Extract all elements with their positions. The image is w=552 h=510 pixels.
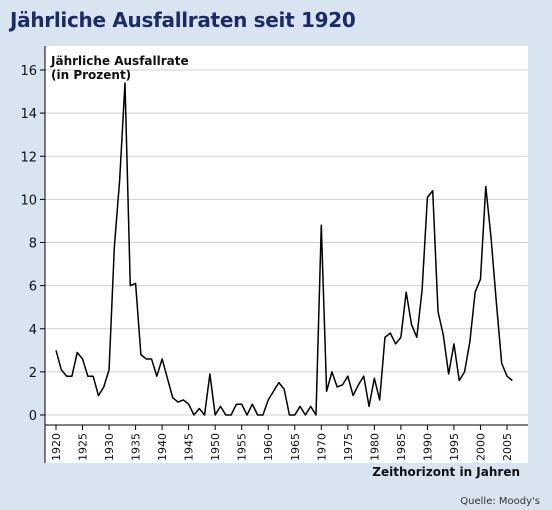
x-tick-label: 1975 <box>342 433 355 461</box>
y-axis-label-line2: (in Prozent) <box>51 68 131 82</box>
series-line <box>55 82 513 416</box>
y-tick-label: 4 <box>29 323 37 338</box>
x-tick-label: 1925 <box>77 433 90 461</box>
x-tick-label: 1940 <box>156 433 169 461</box>
x-tick-label: 1990 <box>421 433 434 461</box>
y-axis: 0 2 4 6 8 10 12 14 16 <box>20 46 46 463</box>
x-tick-label: 1935 <box>130 433 143 461</box>
x-tick-label: 2005 <box>501 433 514 461</box>
x-tick-label: 1930 <box>103 433 116 461</box>
chart-title: Jährliche Ausfallraten seit 1920 <box>10 8 356 32</box>
x-tick-label: 1920 <box>50 433 63 461</box>
x-tick-label: 1955 <box>236 433 249 461</box>
y-tick-label: 10 <box>20 193 37 208</box>
y-tick-label: 12 <box>20 150 37 165</box>
x-tick-label: 1970 <box>315 433 328 461</box>
source-note: Quelle: Moody's <box>460 496 540 507</box>
x-axis-label: Zeithorizont in Jahren <box>372 465 520 479</box>
x-tick-label: 1995 <box>448 433 461 461</box>
y-tick-label: 14 <box>20 107 37 122</box>
y-tick-label: 8 <box>29 237 37 252</box>
x-tick-label: 1980 <box>368 433 381 461</box>
y-tick-label: 2 <box>29 366 37 381</box>
x-tick-label: 1960 <box>262 433 275 461</box>
y-tick-label: 0 <box>29 409 37 424</box>
y-axis-label-line1: Jährliche Ausfallrate <box>50 54 189 68</box>
x-axis: 1920 1925 1930 1935 1940 1945 1950 1955 1960 1965… <box>45 424 528 461</box>
x-tick-label: 1945 <box>183 433 196 461</box>
x-tick-label: 1965 <box>289 433 302 461</box>
x-tick-label: 1985 <box>395 433 408 461</box>
x-tick-label: 1950 <box>209 433 222 461</box>
y-tick-label: 16 <box>20 64 37 79</box>
x-tick-label: 2000 <box>474 433 487 461</box>
y-tick-label: 6 <box>29 280 37 295</box>
